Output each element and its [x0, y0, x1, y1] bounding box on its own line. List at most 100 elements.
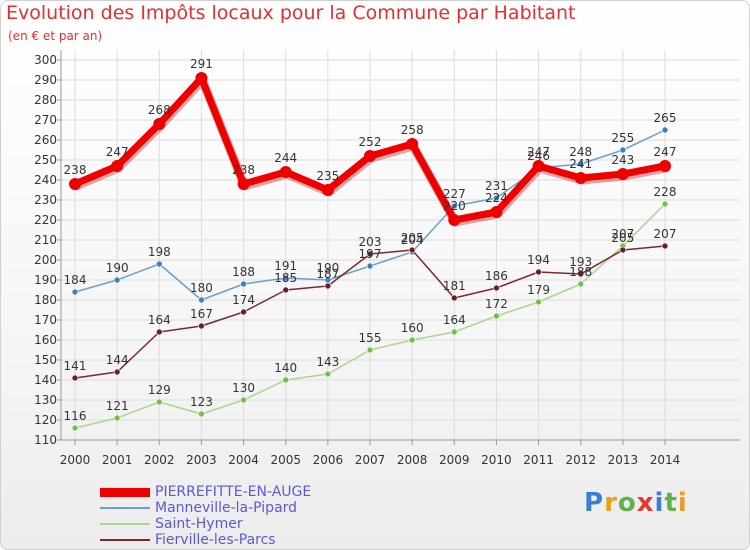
x-tick-label: 2009: [439, 453, 470, 467]
data-point: [113, 276, 121, 284]
x-tick-label: 2014: [650, 453, 681, 467]
data-point: [71, 374, 79, 382]
series-manneville-la-pipard: [71, 126, 669, 304]
y-tick-label: 110: [34, 433, 57, 447]
data-point: [240, 308, 247, 316]
data-point: [366, 262, 374, 270]
data-label: 180: [190, 281, 213, 295]
data-label: 247: [527, 145, 550, 159]
data-label: 235: [316, 169, 339, 183]
data-point: [532, 160, 545, 172]
data-label: 174: [232, 293, 255, 307]
y-tick-label: 120: [34, 413, 57, 427]
y-tick-label: 240: [34, 173, 57, 187]
data-point: [282, 376, 290, 384]
y-tick-label: 250: [34, 153, 57, 167]
data-label: 164: [148, 313, 171, 327]
data-label: 190: [316, 261, 339, 275]
legend-swatch: [100, 523, 150, 525]
data-point: [324, 370, 332, 378]
data-label: 231: [485, 179, 508, 193]
legend-item: PIERREFITTE-EN-AUGE: [100, 484, 311, 500]
data-label: 197: [359, 247, 382, 261]
logo-letter: o: [617, 488, 637, 518]
data-label: 144: [106, 353, 129, 367]
data-label: 205: [401, 231, 424, 245]
data-label: 207: [654, 227, 677, 241]
data-label: 227: [443, 187, 466, 201]
data-label: 179: [527, 283, 550, 297]
chart-subtitle: (en € et par an): [8, 29, 103, 43]
y-tick-label: 190: [34, 273, 57, 287]
data-label: 141: [64, 359, 87, 373]
y-tick-label: 200: [34, 253, 57, 267]
data-point: [113, 368, 121, 376]
data-point: [237, 178, 250, 190]
x-tick-label: 2007: [355, 453, 386, 467]
legend-label: Fierville-les-Parcs: [155, 532, 276, 548]
legend-item: Fierville-les-Parcs: [100, 532, 311, 548]
data-label: 207: [611, 227, 634, 241]
logo-letter: t: [664, 488, 678, 518]
data-label: 140: [274, 361, 297, 375]
data-label: 241: [569, 157, 592, 171]
data-point: [661, 126, 669, 134]
chart-title: Evolution des Impôts locaux pour la Comm…: [6, 2, 576, 24]
logo-letter: P: [584, 488, 605, 518]
logo-letter: i: [654, 488, 665, 518]
legend: PIERREFITTE-EN-AUGE Manneville-la-Pipard S…: [100, 484, 311, 548]
data-point: [408, 246, 416, 254]
data-label: 121: [106, 399, 129, 413]
x-tick-label: 2011: [523, 453, 554, 467]
data-label: 203: [359, 235, 382, 249]
legend-swatch: [100, 539, 150, 541]
data-point: [113, 414, 121, 422]
logo-letter: r: [604, 488, 618, 518]
data-point: [240, 396, 247, 404]
data-label: 228: [654, 185, 677, 199]
x-tick-label: 2013: [608, 453, 639, 467]
data-label: 160: [401, 321, 424, 335]
data-label: 193: [569, 255, 592, 269]
data-point: [661, 200, 669, 208]
data-label: 246: [527, 149, 550, 163]
legend-item: Saint-Hymer: [100, 516, 311, 532]
data-point: [153, 118, 166, 130]
data-point: [364, 150, 376, 162]
legend-label: Saint-Hymer: [155, 516, 243, 532]
data-label: 224: [485, 191, 508, 205]
legend-label: Manneville-la-Pipard: [155, 500, 298, 516]
data-label: 123: [190, 395, 213, 409]
data-label: 220: [443, 199, 466, 213]
data-point: [493, 312, 500, 320]
data-label: 205: [611, 231, 634, 245]
data-point: [155, 398, 163, 406]
legend-item: Manneville-la-Pipard: [100, 500, 311, 516]
data-point: [198, 322, 205, 330]
data-point: [69, 178, 81, 190]
data-label: 255: [611, 131, 634, 145]
data-label: 258: [401, 123, 424, 137]
x-tick-label: 2008: [397, 453, 428, 467]
data-label: 172: [485, 297, 508, 311]
y-tick-label: 300: [34, 53, 57, 67]
data-label: 167: [190, 307, 213, 321]
data-label: 164: [443, 313, 466, 327]
data-point: [321, 184, 334, 196]
y-tick-label: 270: [34, 113, 57, 127]
y-tick-label: 210: [34, 233, 57, 247]
data-point: [240, 280, 247, 288]
x-tick-label: 2005: [270, 453, 301, 467]
series-lines: [69, 72, 671, 432]
legend-label: PIERREFITTE-EN-AUGE: [155, 484, 312, 500]
data-label: 243: [611, 153, 634, 167]
data-label: 181: [443, 279, 466, 293]
data-label: 268: [148, 103, 171, 117]
data-point: [279, 166, 292, 178]
y-tick-label: 150: [34, 353, 57, 367]
data-point: [324, 282, 332, 290]
data-point: [448, 214, 461, 226]
x-tick-label: 2004: [228, 453, 259, 467]
y-tick-label: 230: [34, 193, 57, 207]
